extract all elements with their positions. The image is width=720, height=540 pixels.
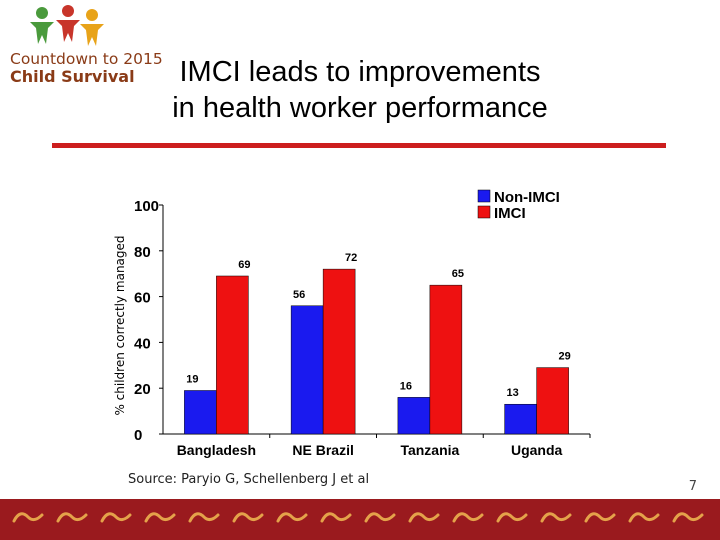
logo-line-2: Child Survival <box>10 67 135 86</box>
data-label: 56 <box>293 289 305 301</box>
data-label: 29 <box>559 351 571 363</box>
y-tick-label: 40 <box>134 335 151 352</box>
slide-title: IMCI leads to improvements in health wor… <box>120 54 600 126</box>
bar-non-imci <box>184 390 217 435</box>
slide-title-line-1: IMCI leads to improvements <box>179 56 541 88</box>
data-label: 16 <box>400 380 412 392</box>
slide-title-line-2: in health worker performance <box>172 92 548 124</box>
countdown-logo: Countdown to 2015 Child Survival <box>4 4 163 88</box>
title-rule <box>52 143 666 148</box>
x-tick-label: NE Brazil <box>292 442 353 458</box>
footer-motif <box>364 512 396 523</box>
footer-decorative-band <box>0 499 720 540</box>
legend-label: IMCI <box>494 205 526 222</box>
footer-motif <box>672 512 704 523</box>
footer-motif <box>232 512 264 523</box>
footer-motif <box>496 512 528 523</box>
data-label: 13 <box>507 387 519 399</box>
bar-imci <box>216 275 249 435</box>
bar-imci <box>322 268 356 435</box>
logo-line-1: Countdown to 2015 <box>10 50 163 68</box>
footer-motif <box>188 512 220 523</box>
footer-motif <box>276 512 308 523</box>
y-tick-label: 20 <box>134 381 151 398</box>
y-tick-label: 0 <box>134 427 142 444</box>
bar-non-imci <box>504 403 537 435</box>
legend-swatch <box>477 205 491 219</box>
x-tick-label: Uganda <box>511 442 563 458</box>
footer-motif <box>408 512 440 523</box>
footer-motif <box>56 512 88 523</box>
footer-motif <box>144 512 176 523</box>
y-tick-label: 60 <box>134 290 151 307</box>
data-label: 19 <box>186 373 198 385</box>
footer-motif <box>12 512 44 523</box>
source-note: Source: Paryio G, Schellenberg J et al <box>128 472 370 487</box>
data-label: 72 <box>345 252 357 264</box>
bar-non-imci <box>290 305 324 435</box>
bar-imci <box>536 367 569 435</box>
footer-motif <box>452 512 484 523</box>
page-number: 7 <box>688 479 697 494</box>
footer-motif <box>320 512 352 523</box>
x-tick-label: Tanzania <box>400 442 459 458</box>
legend-swatch <box>477 189 491 203</box>
data-label: 69 <box>238 259 250 271</box>
y-tick-label: 80 <box>134 244 151 261</box>
footer-motif <box>628 512 660 523</box>
bar-imci <box>429 284 463 435</box>
footer-motif <box>540 512 572 523</box>
y-axis-title: % children correctly managed <box>113 235 127 415</box>
footer-motif <box>100 512 132 523</box>
y-tick-label: 100 <box>134 198 159 215</box>
bar-chart: 0 20 40 60 80 100 % children correctly managed… <box>113 189 591 458</box>
legend-label: Non-IMCI <box>494 189 560 206</box>
child-figures-icon <box>30 5 104 46</box>
x-tick-label: Bangladesh <box>177 442 256 458</box>
footer-motif <box>584 512 616 523</box>
bar-non-imci <box>397 397 431 435</box>
data-label: 65 <box>452 268 464 280</box>
